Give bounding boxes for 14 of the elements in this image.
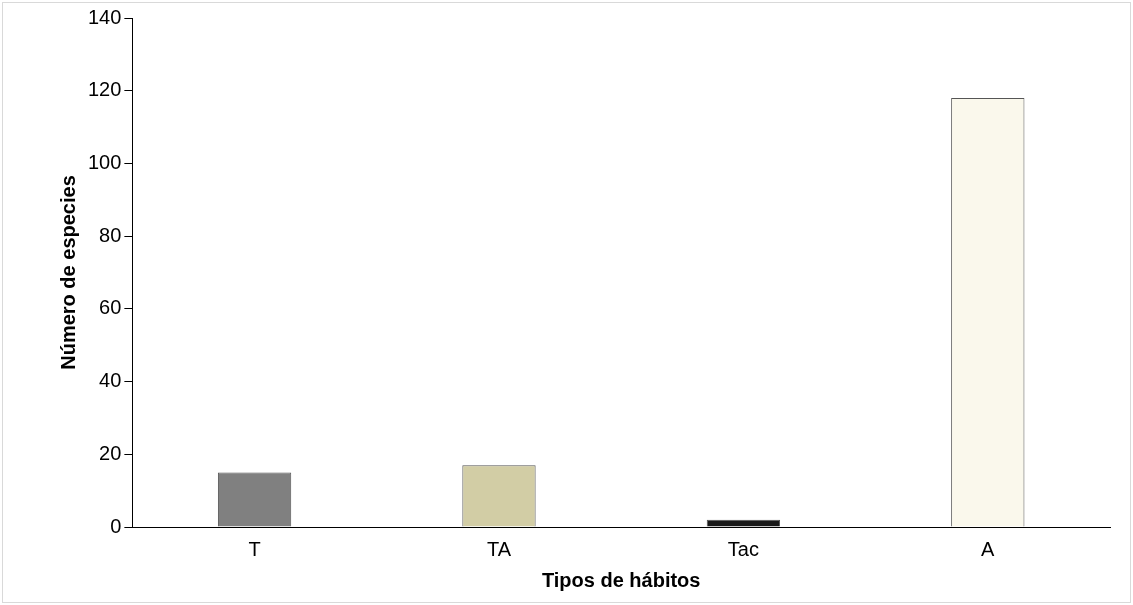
x-axis-title: Tipos de hábitos	[541, 568, 701, 591]
x-tick-label: Tac	[727, 537, 759, 560]
x-tick-label: TA	[486, 537, 512, 560]
y-tick-label: 140	[87, 5, 122, 28]
y-tick-label: 20	[99, 441, 122, 464]
y-tick-label: 120	[87, 78, 122, 101]
y-tick-label: 40	[99, 369, 122, 392]
y-axis-title: Número de especies	[56, 175, 79, 370]
y-tick-label: 80	[99, 223, 122, 246]
y-tick-label: 60	[99, 296, 122, 319]
y-tick-label: 0	[110, 514, 122, 537]
x-tick-label: T	[248, 537, 261, 560]
y-tick-label: 100	[87, 150, 122, 173]
x-tick-label: A	[981, 537, 996, 560]
